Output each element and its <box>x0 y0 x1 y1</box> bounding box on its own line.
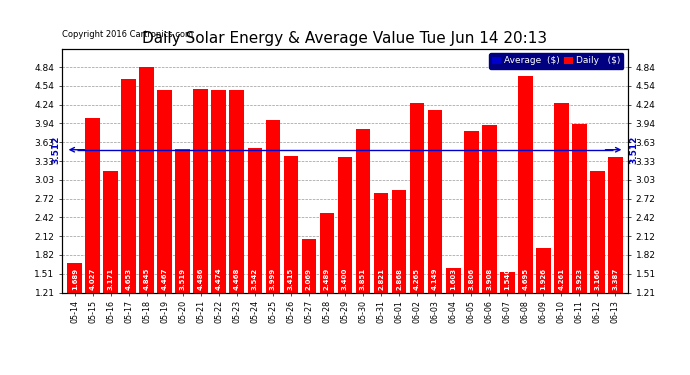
Text: 4.467: 4.467 <box>162 268 168 290</box>
Bar <box>590 171 604 292</box>
Text: 3.166: 3.166 <box>594 268 600 290</box>
Bar <box>319 213 335 292</box>
Text: 3.387: 3.387 <box>612 268 618 290</box>
Text: 4.845: 4.845 <box>144 268 150 290</box>
Bar <box>410 103 424 292</box>
Bar <box>193 89 208 292</box>
Bar <box>446 268 460 292</box>
Text: 4.265: 4.265 <box>414 268 420 290</box>
Text: 4.474: 4.474 <box>216 267 222 290</box>
Text: 3.400: 3.400 <box>342 268 348 290</box>
Bar <box>302 239 316 292</box>
Text: 2.489: 2.489 <box>324 268 330 290</box>
Bar <box>86 118 100 292</box>
Text: 3.171: 3.171 <box>108 268 114 290</box>
Bar <box>139 67 154 292</box>
Title: Daily Solar Energy & Average Value Tue Jun 14 20:13: Daily Solar Energy & Average Value Tue J… <box>142 31 548 46</box>
Text: 3.908: 3.908 <box>486 268 492 290</box>
Bar <box>68 263 82 292</box>
Text: 3.999: 3.999 <box>270 268 276 290</box>
Bar <box>428 110 442 292</box>
Bar <box>157 90 172 292</box>
Bar <box>554 103 569 292</box>
Text: 3.542: 3.542 <box>252 268 258 290</box>
Text: 1.689: 1.689 <box>72 268 78 290</box>
Text: 4.486: 4.486 <box>198 268 204 290</box>
Bar <box>104 171 118 292</box>
Text: 3.851: 3.851 <box>360 268 366 290</box>
Bar <box>392 190 406 292</box>
Text: 4.261: 4.261 <box>558 268 564 290</box>
Bar <box>248 148 262 292</box>
Bar <box>175 149 190 292</box>
Text: 2.069: 2.069 <box>306 268 312 290</box>
Bar <box>266 120 280 292</box>
Bar <box>355 129 371 292</box>
Text: 3.415: 3.415 <box>288 268 294 290</box>
Text: 3.519: 3.519 <box>180 268 186 290</box>
Text: 4.027: 4.027 <box>90 268 96 290</box>
Text: 4.149: 4.149 <box>432 267 438 290</box>
Bar <box>482 125 497 292</box>
Text: 4.653: 4.653 <box>126 268 132 290</box>
Text: Copyright 2016 Cartronics.com: Copyright 2016 Cartronics.com <box>62 30 193 39</box>
Legend: Average  ($), Daily   ($): Average ($), Daily ($) <box>489 53 623 69</box>
Bar <box>464 132 479 292</box>
Text: 1.540: 1.540 <box>504 268 510 290</box>
Text: 3.923: 3.923 <box>576 268 582 290</box>
Text: 4.468: 4.468 <box>234 268 240 290</box>
Text: 1.926: 1.926 <box>540 268 546 290</box>
Text: 3.512: 3.512 <box>51 135 60 164</box>
Text: 2.868: 2.868 <box>396 268 402 290</box>
Text: 4.695: 4.695 <box>522 268 528 290</box>
Bar <box>536 248 551 292</box>
Bar <box>572 124 586 292</box>
Bar <box>230 90 244 292</box>
Bar <box>211 90 226 292</box>
Bar <box>500 272 515 292</box>
Bar <box>374 193 388 292</box>
Text: 1.603: 1.603 <box>450 268 456 290</box>
Bar <box>121 79 136 292</box>
Bar <box>608 158 622 292</box>
Bar <box>518 76 533 292</box>
Text: 2.821: 2.821 <box>378 268 384 290</box>
Bar <box>337 157 353 292</box>
Text: 3.512: 3.512 <box>630 135 639 164</box>
Bar <box>284 156 298 292</box>
Text: 3.806: 3.806 <box>468 268 474 290</box>
